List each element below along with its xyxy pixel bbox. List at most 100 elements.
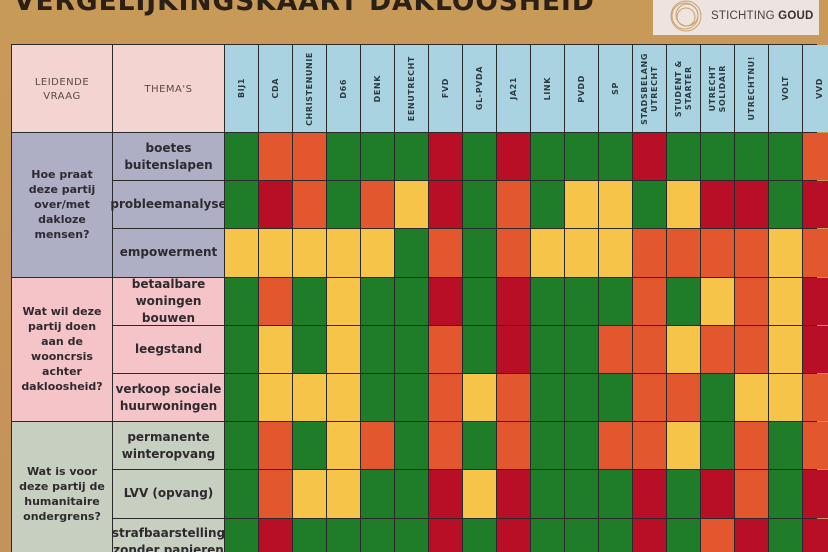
rating-cell bbox=[565, 133, 598, 181]
rating-cell bbox=[361, 422, 394, 470]
rating-cell bbox=[701, 277, 734, 325]
party-name: JA21 bbox=[508, 77, 518, 100]
rating-cell bbox=[599, 518, 632, 552]
party-name: GL-PVDA bbox=[474, 66, 484, 111]
rating-cell bbox=[599, 422, 632, 470]
rating-cell bbox=[429, 181, 462, 229]
rating-cell bbox=[429, 422, 462, 470]
rating-cell bbox=[599, 277, 632, 325]
rating-cell bbox=[259, 325, 292, 373]
rating-cell bbox=[395, 470, 428, 518]
rating-cell bbox=[633, 181, 666, 229]
party-name: VOLT bbox=[780, 76, 790, 101]
party-name: CDA bbox=[270, 78, 280, 99]
rating-cell bbox=[259, 133, 292, 181]
party-name: FVD bbox=[440, 78, 450, 99]
rating-cell bbox=[463, 229, 496, 277]
theme-label: leegstand bbox=[113, 325, 224, 373]
rating-cell bbox=[667, 373, 700, 422]
rating-cell bbox=[327, 422, 360, 470]
rating-cell bbox=[463, 325, 496, 373]
party-name: UTRECHTNU! bbox=[746, 56, 756, 121]
rating-cell bbox=[633, 325, 666, 373]
rating-cell bbox=[463, 373, 496, 422]
rating-cell bbox=[225, 133, 258, 181]
rating-cell bbox=[667, 277, 700, 325]
rating-cell bbox=[803, 325, 828, 373]
rating-cell bbox=[667, 470, 700, 518]
rating-cell bbox=[429, 373, 462, 422]
rating-cell bbox=[429, 518, 462, 552]
rating-cell bbox=[735, 422, 768, 470]
party-header: UTRECHTNU! bbox=[735, 45, 768, 132]
rating-cell bbox=[769, 518, 802, 552]
party-name: STADSBELANG UTRECHT bbox=[639, 52, 659, 125]
rating-cell bbox=[735, 133, 768, 181]
party-header: FVD bbox=[429, 45, 462, 132]
rating-cell bbox=[395, 422, 428, 470]
party-header: EENUTRECHT bbox=[395, 45, 428, 132]
rating-cell bbox=[497, 277, 530, 325]
party-header: BIJ1 bbox=[225, 45, 258, 132]
party-header: CDA bbox=[259, 45, 292, 132]
rating-cell bbox=[735, 518, 768, 552]
party-name: BIJ1 bbox=[236, 78, 246, 99]
rating-cell bbox=[463, 470, 496, 518]
rating-cell bbox=[633, 422, 666, 470]
theme-label: betaalbare woningen bouwen bbox=[113, 277, 224, 325]
comparison-grid: LEIDENDE VRAAG THEMA'S BIJ1 CDA CHRISTENUN… bbox=[11, 44, 828, 552]
rating-cell bbox=[361, 518, 394, 552]
rating-cell bbox=[361, 133, 394, 181]
theme-label: empowerment bbox=[113, 229, 224, 277]
party-name: VVD bbox=[814, 78, 824, 99]
rating-cell bbox=[361, 277, 394, 325]
rating-cell bbox=[395, 133, 428, 181]
rating-cell bbox=[803, 470, 828, 518]
rating-cell bbox=[293, 181, 326, 229]
party-header: LINK bbox=[531, 45, 564, 132]
rating-cell bbox=[701, 133, 734, 181]
header-leading-question: LEIDENDE VRAAG bbox=[12, 45, 112, 132]
party-header: SP bbox=[599, 45, 632, 132]
rating-cell bbox=[293, 277, 326, 325]
party-name: LINK bbox=[542, 76, 552, 101]
rating-cell bbox=[497, 181, 530, 229]
rating-cell bbox=[633, 229, 666, 277]
rating-cell bbox=[565, 373, 598, 422]
rating-cell bbox=[667, 133, 700, 181]
rating-cell bbox=[633, 133, 666, 181]
party-header: DENK bbox=[361, 45, 394, 132]
stichting-goud-logo: STICHTING GOUD bbox=[653, 0, 819, 35]
party-header: D66 bbox=[327, 45, 360, 132]
rating-cell bbox=[735, 277, 768, 325]
rating-cell bbox=[769, 229, 802, 277]
rating-cell bbox=[701, 470, 734, 518]
rating-cell bbox=[599, 373, 632, 422]
rating-cell bbox=[463, 518, 496, 552]
party-header: PVDD bbox=[565, 45, 598, 132]
rating-cell bbox=[565, 181, 598, 229]
rating-cell bbox=[327, 470, 360, 518]
party-name: UTRECHT SOLIDAIR bbox=[707, 64, 727, 113]
rating-cell bbox=[225, 325, 258, 373]
rating-cell bbox=[395, 518, 428, 552]
rating-cell bbox=[769, 373, 802, 422]
rating-cell bbox=[769, 133, 802, 181]
rating-cell bbox=[769, 470, 802, 518]
rating-cell bbox=[701, 422, 734, 470]
rating-cell bbox=[803, 422, 828, 470]
rating-cell bbox=[463, 277, 496, 325]
rating-cell bbox=[395, 325, 428, 373]
rating-cell bbox=[497, 373, 530, 422]
rating-cell bbox=[565, 470, 598, 518]
party-name: STUDENT & STARTER bbox=[673, 59, 693, 118]
rating-cell bbox=[361, 229, 394, 277]
rating-cell bbox=[769, 422, 802, 470]
rating-cell bbox=[463, 422, 496, 470]
rating-cell bbox=[361, 373, 394, 422]
rating-cell bbox=[429, 325, 462, 373]
rating-cell bbox=[327, 325, 360, 373]
rating-cell bbox=[803, 133, 828, 181]
rating-cell bbox=[225, 422, 258, 470]
rating-cell bbox=[599, 325, 632, 373]
